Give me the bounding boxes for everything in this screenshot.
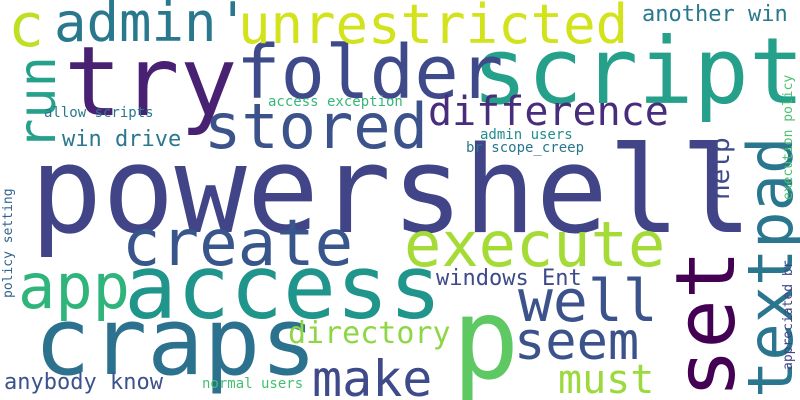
word-br-scope-creep: br scope_creep <box>466 140 585 156</box>
word-app: app <box>18 250 130 323</box>
word-set: set <box>659 249 754 398</box>
word-allow-scripts: allow scripts <box>44 105 154 121</box>
word-directory: directory <box>288 316 451 351</box>
word-appreciated-br: appreciated br <box>781 260 796 370</box>
word-admin: admin' <box>54 0 250 54</box>
word-execution-policy: execution policy <box>781 74 796 200</box>
word-execute: execute <box>404 208 666 281</box>
word-access: access <box>124 236 442 339</box>
word-access-exception: access exception <box>268 94 403 110</box>
word-script: script <box>472 18 800 125</box>
word-p: p <box>452 275 520 400</box>
word-run: run <box>8 56 68 150</box>
word-policy-setting: policy setting <box>1 188 16 298</box>
word-normal-users: normal users <box>202 376 304 392</box>
word-win-drive: win drive <box>62 127 182 152</box>
word-powershell: powershell <box>30 122 753 261</box>
word-difference: difference <box>428 89 669 135</box>
word-help: help <box>706 137 736 200</box>
word-seem: seem <box>514 312 640 372</box>
word-craps: craps <box>34 288 317 397</box>
word-must: must <box>558 357 655 400</box>
word-another-win: another win <box>642 2 788 27</box>
word-create: create <box>122 207 354 281</box>
word-folder: folder <box>236 30 504 116</box>
word-windows-ent: windows Ent <box>436 266 582 291</box>
word-make: make <box>312 350 433 400</box>
word-try: try <box>64 26 238 138</box>
word-well: well <box>518 267 658 335</box>
word-admin-users: admin users <box>480 127 573 143</box>
word-anybody-know: anybody know <box>4 370 163 395</box>
word-stored: stored <box>204 90 428 163</box>
word-c: c <box>8 0 45 61</box>
word-unrestricted: unrestricted <box>238 0 629 56</box>
